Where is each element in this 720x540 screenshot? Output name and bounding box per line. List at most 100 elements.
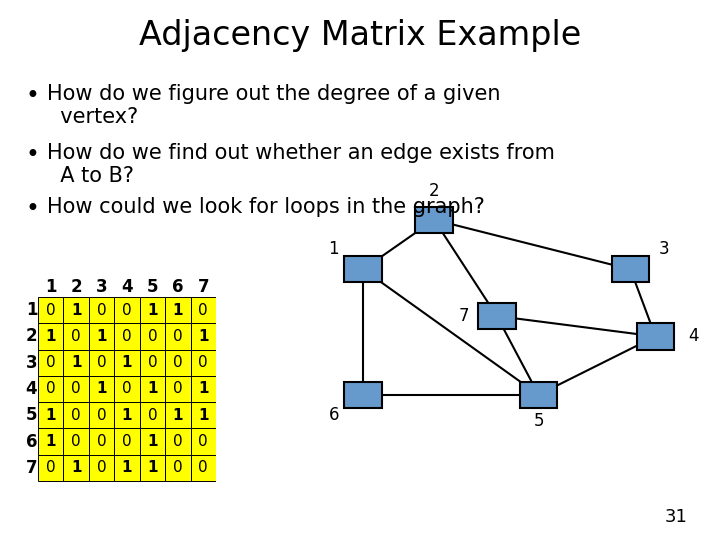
Text: 1: 1 [71, 302, 81, 318]
Text: 0: 0 [173, 329, 183, 344]
Text: 3: 3 [659, 240, 669, 258]
Text: 2: 2 [429, 181, 439, 200]
Text: 0: 0 [173, 460, 183, 475]
FancyBboxPatch shape [636, 323, 674, 349]
Text: 5: 5 [534, 412, 544, 430]
Text: 0: 0 [173, 381, 183, 396]
Text: 5: 5 [147, 278, 158, 296]
Text: 0: 0 [96, 434, 107, 449]
Text: 2: 2 [26, 327, 37, 346]
FancyBboxPatch shape [478, 303, 516, 329]
FancyBboxPatch shape [114, 376, 140, 402]
Text: 0: 0 [71, 329, 81, 344]
FancyBboxPatch shape [165, 455, 191, 481]
FancyBboxPatch shape [38, 402, 63, 428]
FancyBboxPatch shape [38, 376, 63, 402]
FancyBboxPatch shape [165, 323, 191, 349]
Text: 1: 1 [96, 381, 107, 396]
Text: 0: 0 [148, 408, 157, 423]
FancyBboxPatch shape [114, 428, 140, 455]
Text: 0: 0 [199, 355, 208, 370]
Text: 1: 1 [198, 408, 209, 423]
Text: 5: 5 [26, 406, 37, 424]
FancyBboxPatch shape [114, 349, 140, 376]
Text: 3: 3 [96, 278, 107, 296]
FancyBboxPatch shape [344, 256, 382, 282]
Text: 0: 0 [71, 434, 81, 449]
Text: 0: 0 [122, 302, 132, 318]
Text: 0: 0 [46, 460, 55, 475]
Text: •: • [25, 143, 39, 167]
FancyBboxPatch shape [165, 349, 191, 376]
Text: 1: 1 [45, 408, 56, 423]
Text: 4: 4 [26, 380, 37, 398]
Text: 7: 7 [458, 307, 469, 325]
FancyBboxPatch shape [89, 349, 114, 376]
Text: 6: 6 [172, 278, 184, 296]
FancyBboxPatch shape [191, 297, 216, 323]
FancyBboxPatch shape [140, 323, 165, 349]
FancyBboxPatch shape [89, 323, 114, 349]
Text: Adjacency Matrix Example: Adjacency Matrix Example [139, 19, 581, 52]
Text: 1: 1 [198, 381, 209, 396]
FancyBboxPatch shape [63, 428, 89, 455]
Text: 0: 0 [46, 302, 55, 318]
FancyBboxPatch shape [520, 382, 557, 408]
Text: 1: 1 [147, 460, 158, 475]
Text: 1: 1 [173, 302, 183, 318]
FancyBboxPatch shape [89, 455, 114, 481]
Text: 0: 0 [71, 408, 81, 423]
Text: 0: 0 [173, 355, 183, 370]
Text: 0: 0 [148, 329, 157, 344]
FancyBboxPatch shape [165, 402, 191, 428]
Text: How do we figure out the degree of a given
  vertex?: How do we figure out the degree of a giv… [47, 84, 500, 127]
Text: 0: 0 [71, 381, 81, 396]
FancyBboxPatch shape [165, 428, 191, 455]
FancyBboxPatch shape [165, 297, 191, 323]
FancyBboxPatch shape [38, 323, 63, 349]
FancyBboxPatch shape [612, 256, 649, 282]
FancyBboxPatch shape [63, 455, 89, 481]
Text: How do we find out whether an edge exists from
  A to B?: How do we find out whether an edge exist… [47, 143, 554, 186]
FancyBboxPatch shape [114, 297, 140, 323]
Text: 1: 1 [96, 329, 107, 344]
Text: 7: 7 [197, 278, 209, 296]
Text: 31: 31 [665, 509, 688, 526]
FancyBboxPatch shape [191, 428, 216, 455]
Text: 0: 0 [199, 434, 208, 449]
FancyBboxPatch shape [114, 323, 140, 349]
Text: 0: 0 [122, 329, 132, 344]
FancyBboxPatch shape [89, 376, 114, 402]
Text: 0: 0 [199, 460, 208, 475]
FancyBboxPatch shape [63, 376, 89, 402]
FancyBboxPatch shape [165, 376, 191, 402]
Text: •: • [25, 84, 39, 107]
Text: 1: 1 [328, 240, 339, 258]
Text: 0: 0 [96, 408, 107, 423]
FancyBboxPatch shape [114, 455, 140, 481]
Text: 2: 2 [71, 278, 82, 296]
Text: 1: 1 [173, 408, 183, 423]
Text: •: • [25, 197, 39, 221]
Text: 0: 0 [96, 302, 107, 318]
FancyBboxPatch shape [89, 402, 114, 428]
FancyBboxPatch shape [38, 428, 63, 455]
FancyBboxPatch shape [63, 323, 89, 349]
FancyBboxPatch shape [191, 402, 216, 428]
Text: 1: 1 [122, 408, 132, 423]
FancyBboxPatch shape [191, 455, 216, 481]
Text: 1: 1 [45, 278, 56, 296]
Text: 1: 1 [71, 460, 81, 475]
FancyBboxPatch shape [140, 428, 165, 455]
Text: 6: 6 [26, 433, 37, 450]
Text: 0: 0 [46, 381, 55, 396]
Text: 0: 0 [173, 434, 183, 449]
FancyBboxPatch shape [38, 455, 63, 481]
FancyBboxPatch shape [38, 349, 63, 376]
FancyBboxPatch shape [63, 349, 89, 376]
Text: 6: 6 [329, 406, 339, 424]
Text: 3: 3 [26, 354, 37, 372]
FancyBboxPatch shape [344, 382, 382, 408]
Text: 0: 0 [96, 355, 107, 370]
FancyBboxPatch shape [63, 402, 89, 428]
